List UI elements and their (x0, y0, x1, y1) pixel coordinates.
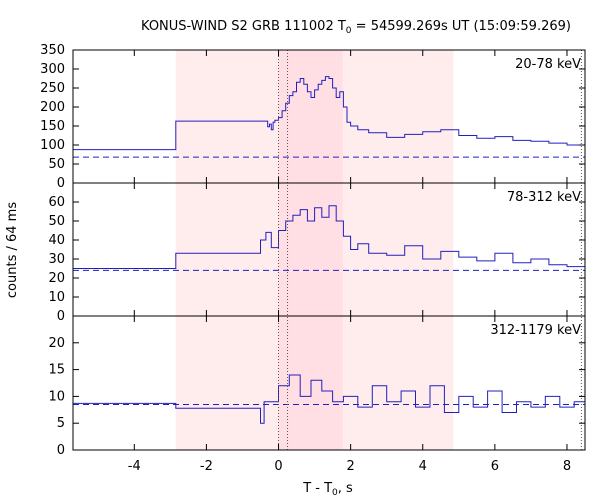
chart-title-main: KONUS-WIND S2 GRB 111002 T (141, 19, 346, 34)
x-axis-label-unit: , s (338, 481, 353, 496)
x-tick-label-5: 6 (491, 459, 499, 474)
y-tick-label-1-0: 0 (57, 309, 65, 324)
x-axis-label: T - T0, s (302, 481, 353, 498)
x-axis-label-main: T - T (302, 481, 332, 496)
light-curve-2 (73, 374, 585, 424)
x-tick-label-4: 4 (419, 459, 427, 474)
shaded-regions (175, 50, 454, 450)
panel-label-1: 78-312 keV (507, 190, 581, 205)
panel-label-0: 20-78 keV (515, 57, 581, 72)
y-tick-label-2-4: 20 (48, 336, 65, 351)
y-tick-label-0-4: 200 (40, 100, 65, 115)
chart-title: KONUS-WIND S2 GRB 111002 T0 = 54599.269s… (141, 19, 571, 36)
y-tick-label-1-5: 50 (48, 214, 65, 229)
light-curve-0 (73, 76, 585, 151)
chart-title-sub: 0 (346, 26, 352, 36)
y-tick-label-1-3: 30 (48, 252, 65, 267)
y-tick-label-2-3: 15 (48, 363, 65, 378)
y-tick-label-0-1: 50 (48, 157, 65, 172)
y-tick-label-1-6: 60 (48, 195, 65, 210)
y-tick-label-1-1: 10 (48, 290, 65, 305)
y-tick-label-2-1: 5 (57, 416, 65, 431)
panel-frame-2 (72, 315, 586, 451)
x-axis-label-sub: 0 (332, 488, 338, 498)
y-tick-label-0-3: 150 (40, 119, 65, 134)
y-tick-label-0-2: 100 (40, 138, 65, 153)
x-tick-label-3: 2 (346, 459, 354, 474)
x-tick-label-2: 0 (274, 459, 282, 474)
y-tick-label-0-6: 300 (40, 62, 65, 77)
x-tick-label-0: -4 (128, 459, 141, 474)
x-tick-label-6: 8 (563, 459, 571, 474)
x-tick-label-1: -2 (200, 459, 213, 474)
panel-frames (72, 49, 586, 451)
y-axis-label: counts / 64 ms (5, 202, 20, 298)
y-tick-label-2-2: 10 (48, 389, 65, 404)
y-tick-label-0-5: 250 (40, 81, 65, 96)
chart-title-rest: = 54599.269s UT (15:09:59.269) (352, 19, 571, 34)
y-tick-label-0-7: 350 (40, 43, 65, 58)
y-tick-label-0-0: 0 (57, 176, 65, 191)
y-tick-label-2-0: 0 (57, 443, 65, 458)
y-tick-label-1-4: 40 (48, 233, 65, 248)
y-tick-label-1-2: 20 (48, 271, 65, 286)
panel-label-2: 312-1179 keV (490, 323, 581, 338)
